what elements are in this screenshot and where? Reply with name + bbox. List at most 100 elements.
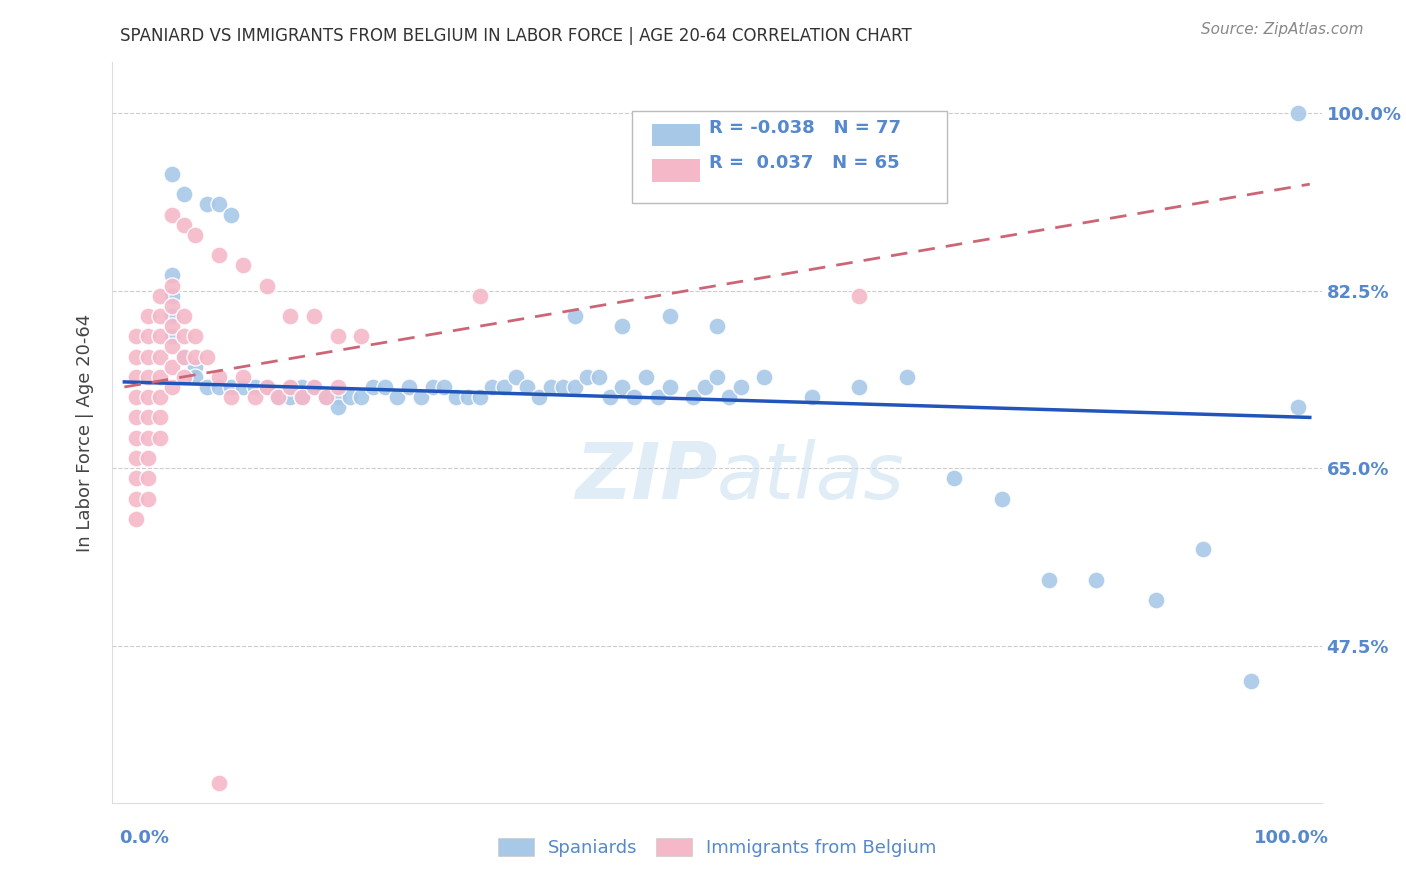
Point <box>160 380 183 394</box>
Point <box>125 450 148 465</box>
Point <box>291 390 314 404</box>
Y-axis label: In Labor Force | Age 20-64: In Labor Force | Age 20-64 <box>76 313 94 552</box>
Point <box>136 450 159 465</box>
Point <box>361 380 384 394</box>
Point <box>468 289 491 303</box>
Point <box>291 380 314 394</box>
Point <box>647 390 669 404</box>
Point <box>219 390 242 404</box>
Point <box>149 329 172 343</box>
Point <box>173 187 195 202</box>
Point <box>339 390 361 404</box>
Point <box>125 512 148 526</box>
Text: 0.0%: 0.0% <box>120 829 170 847</box>
FancyBboxPatch shape <box>652 160 700 182</box>
Point <box>184 329 207 343</box>
Legend: Spaniards, Immigrants from Belgium: Spaniards, Immigrants from Belgium <box>491 830 943 864</box>
Point <box>219 380 242 394</box>
Point <box>173 309 195 323</box>
Point <box>136 350 159 364</box>
Point <box>291 390 314 404</box>
Point <box>219 208 242 222</box>
Point <box>990 491 1012 506</box>
Point <box>149 369 172 384</box>
Point <box>634 369 657 384</box>
Point <box>1144 593 1167 607</box>
Point <box>1192 542 1215 557</box>
Point <box>208 197 231 211</box>
Point <box>160 309 183 323</box>
Point <box>1085 573 1108 587</box>
Point <box>350 329 373 343</box>
Point <box>1038 573 1060 587</box>
Point <box>195 380 218 394</box>
Point <box>409 390 432 404</box>
Point <box>256 278 278 293</box>
Point <box>136 369 159 384</box>
Point <box>492 380 515 394</box>
Point <box>256 380 278 394</box>
Point <box>136 471 159 485</box>
Point <box>374 380 396 394</box>
Point <box>160 268 183 283</box>
Point <box>302 380 325 394</box>
Point <box>149 309 172 323</box>
Point <box>136 329 159 343</box>
Point <box>125 369 148 384</box>
Point <box>149 431 172 445</box>
Point <box>149 390 172 404</box>
Point <box>125 329 148 343</box>
Point <box>612 319 634 334</box>
Point <box>136 431 159 445</box>
Point <box>125 390 148 404</box>
Point <box>564 309 586 323</box>
Point <box>278 390 301 404</box>
Point <box>315 390 337 404</box>
Point <box>160 359 183 374</box>
Point <box>848 289 870 303</box>
Text: R = -0.038   N = 77: R = -0.038 N = 77 <box>709 119 901 136</box>
Point <box>551 380 574 394</box>
Text: SPANIARD VS IMMIGRANTS FROM BELGIUM IN LABOR FORCE | AGE 20-64 CORRELATION CHART: SPANIARD VS IMMIGRANTS FROM BELGIUM IN L… <box>120 27 911 45</box>
Point <box>1286 401 1309 415</box>
Point <box>149 410 172 425</box>
Point <box>160 289 183 303</box>
Point <box>706 369 728 384</box>
Point <box>160 339 183 353</box>
Point <box>599 390 621 404</box>
Point <box>754 369 776 384</box>
Point <box>658 380 681 394</box>
Point <box>173 369 195 384</box>
Point <box>717 390 740 404</box>
Point <box>232 380 254 394</box>
Point <box>800 390 823 404</box>
Point <box>326 390 349 404</box>
Point <box>173 218 195 232</box>
Point <box>612 380 634 394</box>
Point <box>125 491 148 506</box>
Point <box>160 208 183 222</box>
Point <box>195 350 218 364</box>
FancyBboxPatch shape <box>652 124 700 146</box>
Point <box>1286 106 1309 120</box>
Point <box>184 350 207 364</box>
Point <box>136 390 159 404</box>
Point <box>1239 674 1261 689</box>
Point <box>943 471 966 485</box>
Point <box>278 380 301 394</box>
Point <box>208 369 231 384</box>
Point <box>326 401 349 415</box>
Point <box>529 390 551 404</box>
Point <box>682 390 704 404</box>
FancyBboxPatch shape <box>633 111 946 203</box>
Point <box>160 299 183 313</box>
Point <box>184 359 207 374</box>
Point <box>468 390 491 404</box>
Point <box>160 329 183 343</box>
Point <box>623 390 645 404</box>
Point <box>160 278 183 293</box>
Text: atlas: atlas <box>717 439 905 515</box>
Point <box>136 491 159 506</box>
Point <box>575 369 598 384</box>
Text: R =  0.037   N = 65: R = 0.037 N = 65 <box>709 154 900 172</box>
